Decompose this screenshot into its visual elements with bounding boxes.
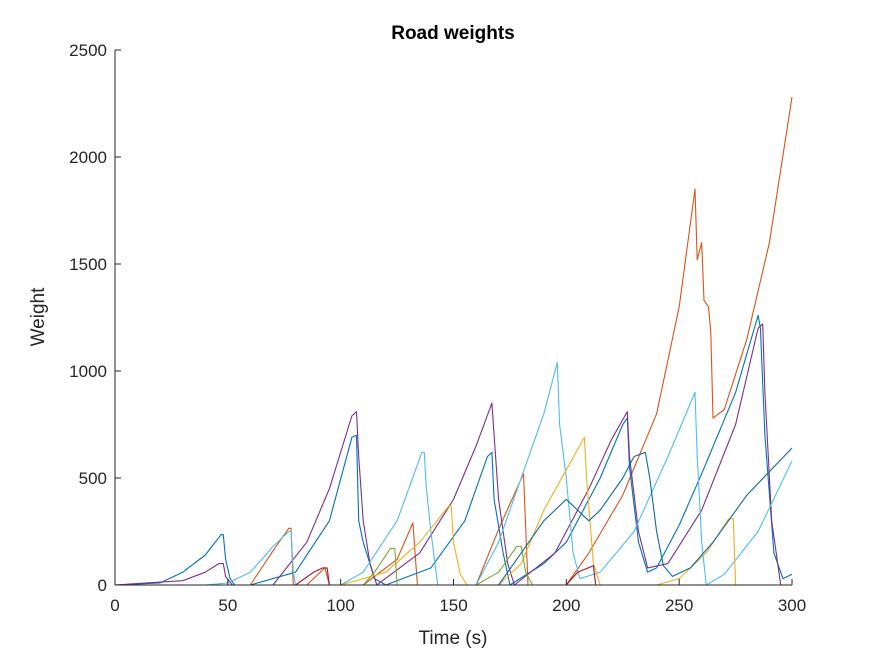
chart-title: Road weights — [391, 23, 515, 44]
x-axis-label: Time (s) — [419, 628, 488, 649]
y-ticks: 0 500 1000 1500 2000 2500 — [69, 41, 121, 595]
x-tick-label: 0 — [110, 596, 119, 615]
y-axis-label: Weight — [28, 287, 49, 347]
y-tick-label: 0 — [98, 576, 107, 595]
x-tick-label: 250 — [665, 596, 693, 615]
series-line-2 — [114, 314, 793, 586]
y-tick-label: 1000 — [69, 362, 107, 381]
x-tick-label: 200 — [552, 596, 580, 615]
y-tick-label: 500 — [79, 469, 107, 488]
series-line-4 — [115, 361, 793, 586]
x-tick-label: 300 — [778, 596, 806, 615]
y-tick-label: 2500 — [69, 41, 107, 60]
x-tick-label: 150 — [439, 596, 467, 615]
x-tick-label: 100 — [326, 596, 354, 615]
series-line-8 — [115, 447, 793, 586]
y-tick-label: 1500 — [69, 255, 107, 274]
x-ticks: 0 50 100 150 200 250 300 — [110, 579, 806, 615]
plot-area: 0 50 100 150 200 250 300 0 500 1000 1500 2000 2500 — [69, 41, 806, 615]
x-tick-label: 50 — [218, 596, 237, 615]
y-tick-label: 2000 — [69, 148, 107, 167]
